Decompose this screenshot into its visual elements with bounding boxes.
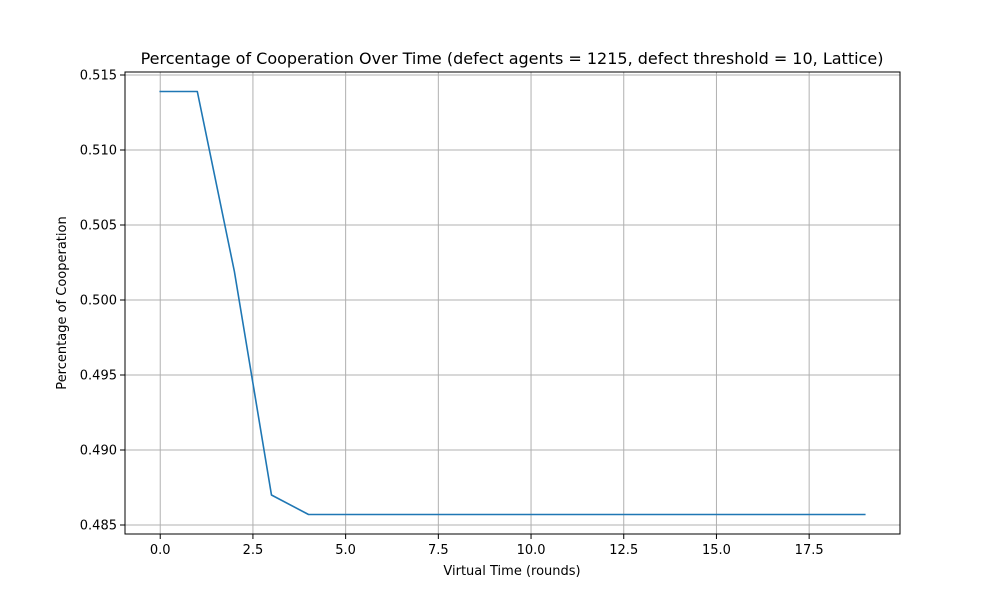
y-axis-ticks: 0.485 0.490 0.495 0.500 0.505 0.510 0.515	[80, 69, 125, 534]
x-tick-label: 0.0	[150, 543, 171, 558]
x-tick-label: 10.0	[517, 543, 546, 558]
y-tick-label: 0.515	[80, 69, 117, 84]
y-tick-label: 0.510	[80, 144, 117, 159]
y-tick-label: 0.505	[80, 219, 117, 234]
x-tick-label: 7.5	[428, 543, 449, 558]
y-tick-label: 0.500	[80, 294, 117, 309]
x-tick-label: 2.5	[243, 543, 264, 558]
plot-frame	[124, 71, 901, 535]
y-tick-label: 0.485	[80, 519, 117, 534]
x-tick-label: 5.0	[335, 543, 356, 558]
series-line-0	[159, 90, 866, 516]
x-axis-ticks: 0.0 2.5 5.0 7.5 10.0 12.5 15.0 17.5	[150, 534, 824, 558]
y-tick-label: 0.495	[80, 369, 117, 384]
x-tick-label: 12.5	[609, 543, 638, 558]
y-axis-label: Percentage of Cooperation	[55, 216, 70, 389]
grid	[125, 72, 900, 534]
x-axis-label: Virtual Time (rounds)	[443, 564, 580, 579]
x-tick-label: 17.5	[795, 543, 824, 558]
series-layer	[159, 90, 866, 516]
x-tick-label: 15.0	[702, 543, 731, 558]
y-tick-label: 0.490	[80, 444, 117, 459]
chart-title: Percentage of Cooperation Over Time (def…	[141, 49, 884, 68]
